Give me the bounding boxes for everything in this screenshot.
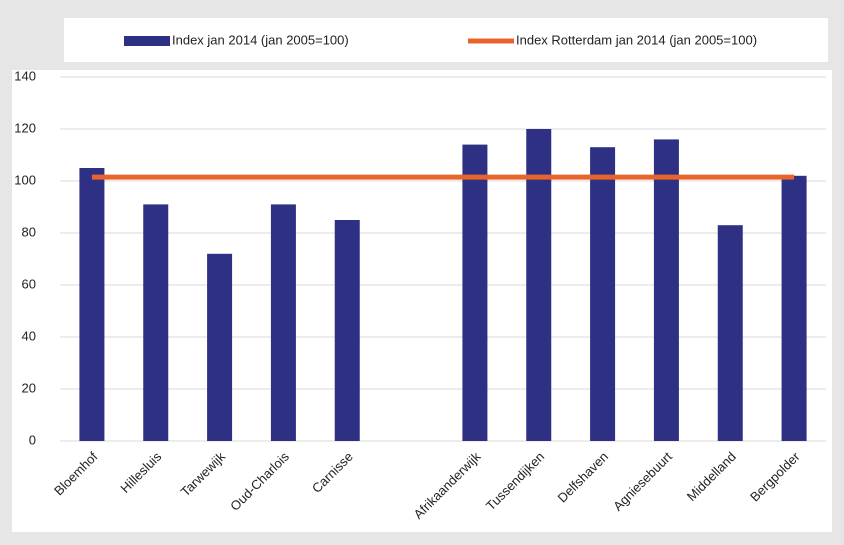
bar <box>462 144 488 441</box>
bar <box>143 204 169 441</box>
legend-label: Index jan 2014 (jan 2005=100) <box>172 32 349 47</box>
y-tick-label: 20 <box>22 380 36 395</box>
bar <box>653 139 679 441</box>
y-tick-label: 100 <box>14 172 36 187</box>
legend-label: Index Rotterdam jan 2014 (jan 2005=100) <box>516 32 757 47</box>
legend-box <box>64 18 828 62</box>
bar <box>79 168 105 441</box>
y-tick-label: 120 <box>14 120 36 135</box>
bar <box>781 175 807 442</box>
y-tick-label: 40 <box>22 328 36 343</box>
bar <box>590 147 616 441</box>
y-tick-label: 60 <box>22 276 36 291</box>
bar <box>270 204 296 441</box>
legend-swatch <box>124 36 170 46</box>
bar <box>526 129 552 441</box>
plot-background <box>12 70 832 532</box>
y-tick-label: 140 <box>14 68 36 83</box>
bar <box>717 225 743 441</box>
bar <box>207 253 233 441</box>
y-tick-label: 80 <box>22 224 36 239</box>
y-tick-label: 0 <box>29 432 36 447</box>
bar <box>334 220 360 441</box>
